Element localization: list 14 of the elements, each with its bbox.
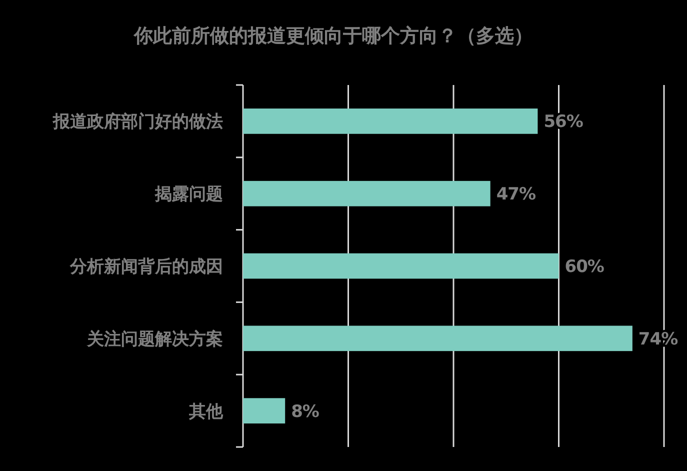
y-tick-label: 分析新闻背后的成因 — [69, 256, 223, 277]
bar — [243, 180, 490, 206]
bar — [243, 108, 538, 134]
chart-title: 你此前所做的报道更倾向于哪个方向？（多选） — [133, 25, 533, 47]
bar — [243, 253, 559, 279]
y-tick-label: 报道政府部门好的做法 — [52, 112, 223, 132]
y-tick-label: 其他 — [188, 402, 224, 422]
data-label: 47% — [496, 184, 536, 205]
bar — [243, 398, 286, 424]
bar — [243, 326, 632, 352]
data-label: 60% — [564, 256, 604, 277]
y-tick-label: 关注问题解决方案 — [86, 328, 223, 350]
y-tick-label: 揭露问题 — [154, 184, 223, 205]
data-label: 8% — [291, 402, 320, 422]
